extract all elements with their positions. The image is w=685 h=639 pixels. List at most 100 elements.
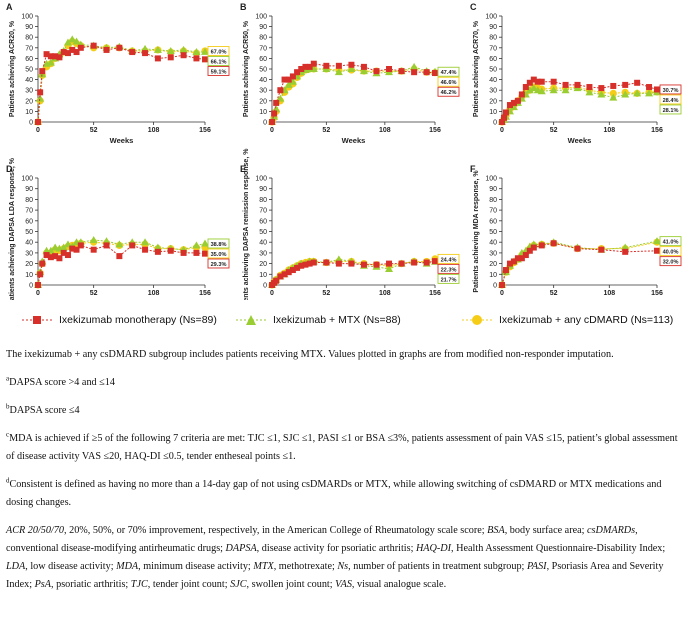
abbr-def: , low disease activity; [25,561,117,572]
legend-label: Ixekizumab + any cDMARD (Ns=113) [499,314,674,326]
abbr-def: , body surface area; [504,525,588,536]
chart-panel-e: E 0 10 20 30 40 50 60 70 80 90 100 0 52 108 156 Weeks Pat… [240,148,460,300]
end-value-box [437,253,460,264]
chart-panel-b: B 0 10 20 30 40 50 60 70 80 90 100 0 52 108 156 Weeks Pat… [240,2,460,145]
chart-panel-d: D 0 10 20 30 40 50 60 70 80 90 100 0 52 108 156 Weeks Pat… [6,157,230,300]
data-point-triangle [334,255,343,263]
y-axis-label: Patients achieving ACR70, % [473,20,480,117]
end-value-label: 30.7% [663,88,679,94]
data-point-square [142,246,149,253]
y-tick-label: 40 [259,240,267,247]
abbr-term: Ns [337,561,349,572]
data-point-triangle [201,47,209,55]
y-tick-label: 90 [489,186,497,193]
data-point-square [306,260,313,267]
y-tick-label: 10 [489,272,497,279]
data-point-triangle [529,84,538,92]
x-axis-label: Weeks [342,136,366,145]
y-axis-label: Patients achieving DAPSA LDA response, % [9,157,16,300]
y-tick-label: 10 [259,272,267,279]
x-tick-label: 108 [379,127,391,134]
legend-label: Ixekizumab + MTX (Ns=88) [273,314,401,326]
y-axis-label: Patients achieving ACR20, % [9,20,16,117]
data-point-square [518,91,525,98]
abbr-def: , 20%, 50%, or 70% improvement, respecti… [64,525,488,536]
x-axis-label: Weeks [110,136,134,145]
data-point-square [423,69,430,76]
end-value-label: 32.0% [663,260,679,266]
y-tick-label: 80 [489,35,497,42]
chart-grid: A 0 10 20 30 40 50 60 70 80 90 100 0 52 108 156 Weeks Pat… [0,0,685,300]
data-point-triangle [46,246,55,254]
data-point-square [73,49,80,56]
end-value-label: 38.8% [211,242,227,248]
data-point-square [302,261,309,268]
y-tick-label: 0 [29,120,33,127]
abbr-def: , disease activity for psoriatic arthrit… [256,543,416,554]
data-point-square [510,258,517,265]
y-tick-label: 100 [255,14,267,21]
legend-item-cdmard: Ixekizumab + any cDMARD (Ns=113) [462,314,673,326]
data-point-triangle [68,35,77,43]
x-tick-label: 156 [651,127,663,134]
legend-item-mtx: Ixekizumab + MTX (Ns=88) [236,314,401,326]
data-point-square [298,262,305,269]
y-tick-label: 20 [259,261,267,268]
y-tick-label: 10 [259,109,267,116]
x-tick-label: 0 [500,290,504,297]
data-point-square [506,260,513,267]
data-point-triangle [621,90,630,98]
data-point-square [335,62,342,69]
y-tick-label: 30 [259,250,267,257]
legend: Ixekizumab monotherapy (Ns=89) Ixekizuma… [0,314,685,334]
data-point-triangle [115,240,124,248]
x-axis-label: Weeks [342,299,366,300]
abbr-term: HAQ-DI [415,543,452,554]
data-point-triangle [347,65,356,72]
legend-triangle-marker-icon [236,315,266,325]
end-value-box [659,94,682,105]
data-point-triangle [585,88,594,96]
data-point-square [386,260,393,267]
data-point-square [269,119,275,125]
end-value-box [659,256,682,267]
y-tick-label: 0 [29,283,33,290]
data-point-square [52,53,59,60]
data-point-square [646,84,653,91]
abbr-term: BSA [487,525,505,536]
data-point-square [310,259,317,266]
data-point-square [47,53,54,60]
data-point-square [90,246,97,253]
data-point-square [39,68,46,75]
y-tick-label: 90 [25,24,33,31]
y-tick-label: 30 [25,250,33,257]
abbr-term: PASI [526,561,547,572]
x-tick-label: 52 [322,127,330,134]
data-point-triangle [89,236,98,244]
series-line-red [37,244,206,286]
y-tick-label: 0 [493,283,497,290]
y-tick-label: 40 [25,77,33,84]
end-value-label: 67.0% [211,49,227,55]
x-tick-label: 108 [603,127,615,134]
data-point-square [193,55,200,62]
data-point-triangle [509,103,518,111]
data-point-square [323,62,330,69]
data-point-triangle [609,93,618,101]
data-point-square [294,264,301,271]
data-point-triangle [153,45,162,53]
data-point-square [277,273,284,280]
y-tick-label: 40 [259,77,267,84]
y-tick-label: 20 [489,98,497,105]
abbr-term: MDA [116,561,139,572]
abbr-def: , minimum disease activity; [138,561,254,572]
x-tick-label: 52 [550,127,558,134]
data-point-square [598,246,605,253]
data-point-square [281,76,288,83]
data-point-triangle [72,37,81,45]
data-point-square [610,82,617,89]
data-point-triangle [36,94,45,102]
data-point-triangle [192,241,201,249]
panel-letter: E [240,164,246,174]
data-point-square [202,56,208,63]
